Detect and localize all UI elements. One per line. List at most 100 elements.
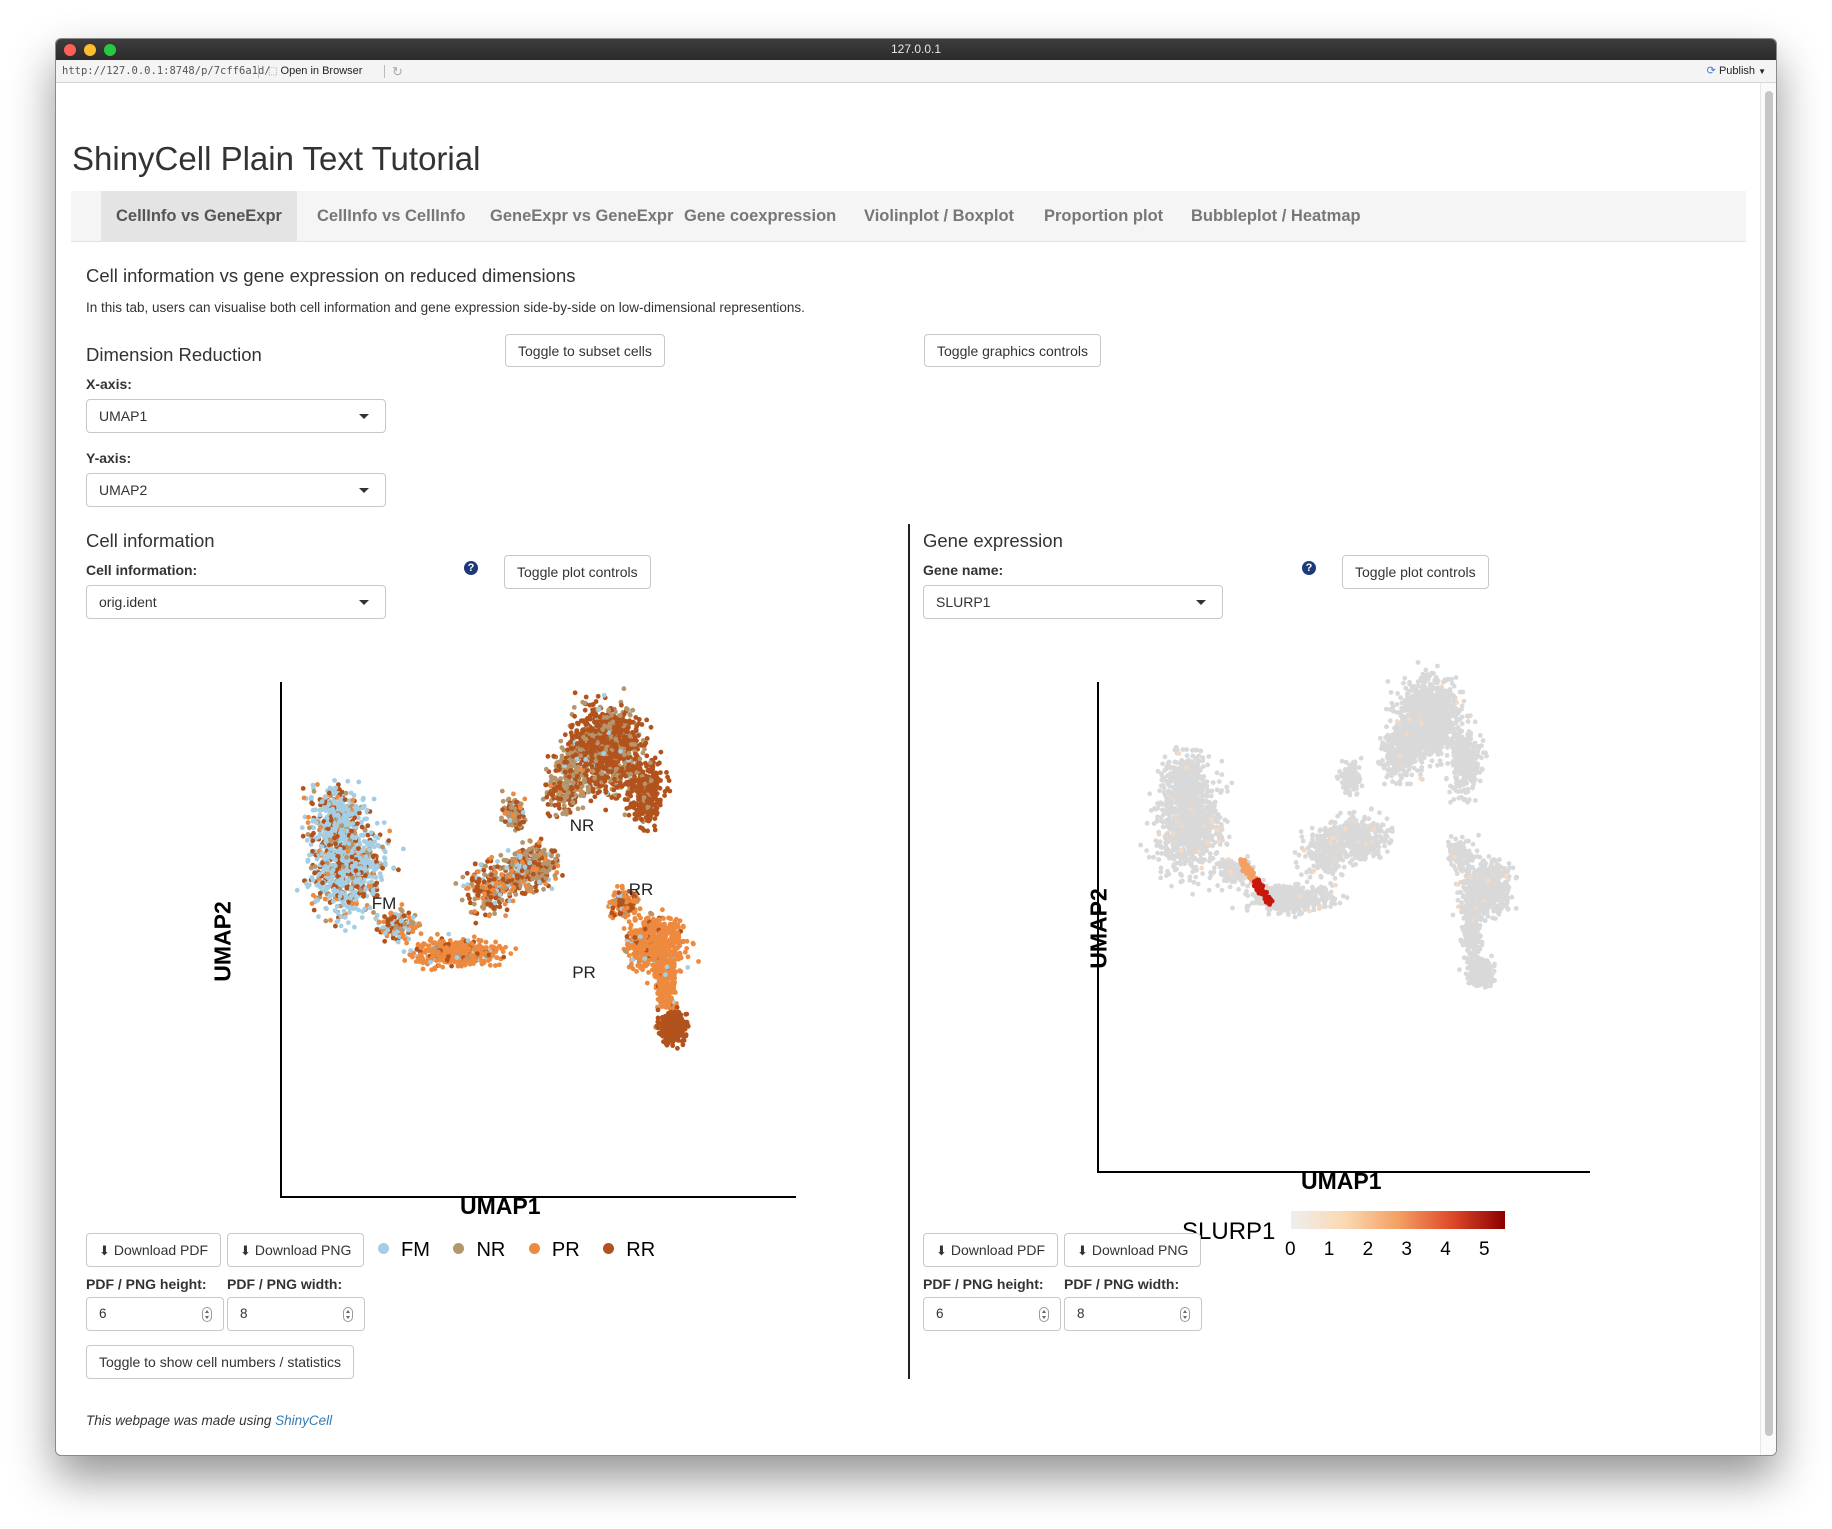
- scatter-point: [374, 887, 380, 893]
- scatter-point: [542, 851, 548, 857]
- scatter-point: [654, 776, 660, 781]
- maximize-window-icon[interactable]: [104, 44, 116, 56]
- toggle-plot-controls-button[interactable]: Toggle plot controls: [504, 555, 651, 589]
- scatter-point: [643, 809, 649, 815]
- scatter-point: [609, 739, 615, 744]
- scatter-point: [336, 805, 342, 811]
- scatter-point: [310, 801, 315, 807]
- scatter-point: [648, 943, 654, 949]
- open-in-browser-button[interactable]: ⬚ Open in Browser: [268, 60, 362, 83]
- scatter-point: [310, 848, 315, 854]
- scatter-point: [313, 807, 318, 813]
- scatter-point: [629, 742, 634, 747]
- close-window-icon[interactable]: [64, 44, 76, 56]
- tab-bubbleplot-heatmap[interactable]: Bubbleplot / Heatmap: [1191, 207, 1361, 225]
- scatter-point: [432, 965, 438, 971]
- scatter-point: [430, 940, 436, 946]
- scatter-point: [601, 757, 607, 763]
- scatter-point: [322, 896, 328, 902]
- tab-proportion-plot[interactable]: Proportion plot: [1044, 207, 1164, 225]
- scatter-point: [624, 934, 630, 939]
- scatter-point: [637, 795, 642, 801]
- scatter-point: [516, 849, 522, 854]
- scatter-point: [326, 851, 332, 857]
- scatter-point: [373, 875, 379, 880]
- scatter-point: [495, 859, 500, 864]
- scatter-point: [399, 902, 405, 907]
- scatter-point: [571, 763, 577, 769]
- scatter-point: [353, 860, 359, 866]
- scatter-point: [621, 926, 627, 931]
- scatter-point: [312, 870, 317, 876]
- scatter-point: [641, 963, 646, 968]
- scatter-point: [310, 818, 316, 824]
- scatter-point: [644, 763, 649, 769]
- x-axis-select[interactable]: UMAP1: [86, 399, 386, 433]
- scatter-point: [414, 946, 420, 952]
- scatter-point: [294, 887, 300, 893]
- tab-violinplot-boxplot[interactable]: Violinplot / Boxplot: [864, 207, 1015, 225]
- scatter-point: [331, 898, 336, 904]
- scatter-point: [494, 955, 500, 961]
- scatter-point: [327, 807, 333, 813]
- minimize-window-icon[interactable]: [84, 44, 96, 56]
- help-icon[interactable]: ?: [464, 561, 478, 575]
- scatter-point: [606, 707, 612, 713]
- scatter-point: [395, 939, 401, 945]
- scatter-point: [539, 873, 545, 878]
- scatter-point: [346, 900, 352, 905]
- scatter-point: [322, 830, 328, 835]
- scatter-point: [453, 881, 459, 886]
- scatter-point: [334, 903, 340, 909]
- tab-gene-coexpression[interactable]: Gene coexpression: [684, 207, 837, 225]
- publish-button[interactable]: ⟳ Publish ▼: [1707, 60, 1766, 83]
- y-axis-select[interactable]: UMAP2: [86, 473, 386, 507]
- scatter-point: [413, 924, 419, 930]
- scatter-point: [375, 835, 381, 841]
- scatter-point: [418, 931, 424, 937]
- refresh-icon[interactable]: ↻: [392, 64, 403, 79]
- scatter-point: [319, 844, 325, 849]
- divider: [384, 65, 385, 78]
- scatter-point: [419, 953, 424, 959]
- toggle-graphics-controls-button[interactable]: Toggle graphics controls: [924, 334, 1101, 367]
- scatter-point: [652, 816, 658, 821]
- tab-cellinfo-vs-geneexpr[interactable]: CellInfo vs GeneExpr: [101, 191, 297, 242]
- scatter-point: [317, 812, 323, 818]
- scatter-point: [371, 796, 377, 802]
- tab-geneexpr-vs-geneexpr[interactable]: GeneExpr vs GeneExpr: [490, 207, 674, 225]
- scatter-point: [533, 847, 539, 852]
- tab-cellinfo-vs-cellinfo[interactable]: CellInfo vs CellInfo: [317, 207, 466, 225]
- scatter-point: [594, 723, 600, 729]
- scatter-point: [391, 865, 396, 871]
- scatter-point: [552, 848, 558, 854]
- scatter-point: [590, 789, 596, 794]
- scatter-point: [536, 879, 542, 885]
- scatter-point: [579, 739, 584, 745]
- scatter-point: [610, 905, 616, 911]
- scatter-point: [323, 918, 329, 924]
- caret-down-icon: [359, 488, 369, 493]
- toggle-subset-cells-button[interactable]: Toggle to subset cells: [505, 334, 665, 367]
- scatter-point: [578, 753, 584, 759]
- scatter-point: [327, 842, 332, 848]
- scatter-point: [362, 865, 368, 871]
- cellinfo-select[interactable]: orig.ident: [86, 585, 386, 619]
- scatter-point: [334, 888, 340, 894]
- scatter-point: [632, 735, 638, 741]
- scatter-point: [592, 713, 598, 719]
- caret-down-icon: [359, 414, 369, 419]
- scatter-point: [613, 754, 619, 760]
- scatter-point: [337, 861, 342, 867]
- scatter-point: [327, 893, 333, 898]
- url-text[interactable]: http://127.0.0.1:8748/p/7cff6a1d/: [62, 65, 271, 77]
- scatter-point: [410, 920, 416, 926]
- scatter-point: [506, 878, 512, 884]
- scatter-point: [572, 713, 577, 719]
- scatter-point: [318, 884, 324, 889]
- scatter-point: [581, 793, 587, 799]
- scatter-point: [685, 954, 691, 960]
- scatter-point: [562, 759, 567, 765]
- scatter-point: [322, 805, 328, 811]
- scatter-point: [489, 854, 495, 860]
